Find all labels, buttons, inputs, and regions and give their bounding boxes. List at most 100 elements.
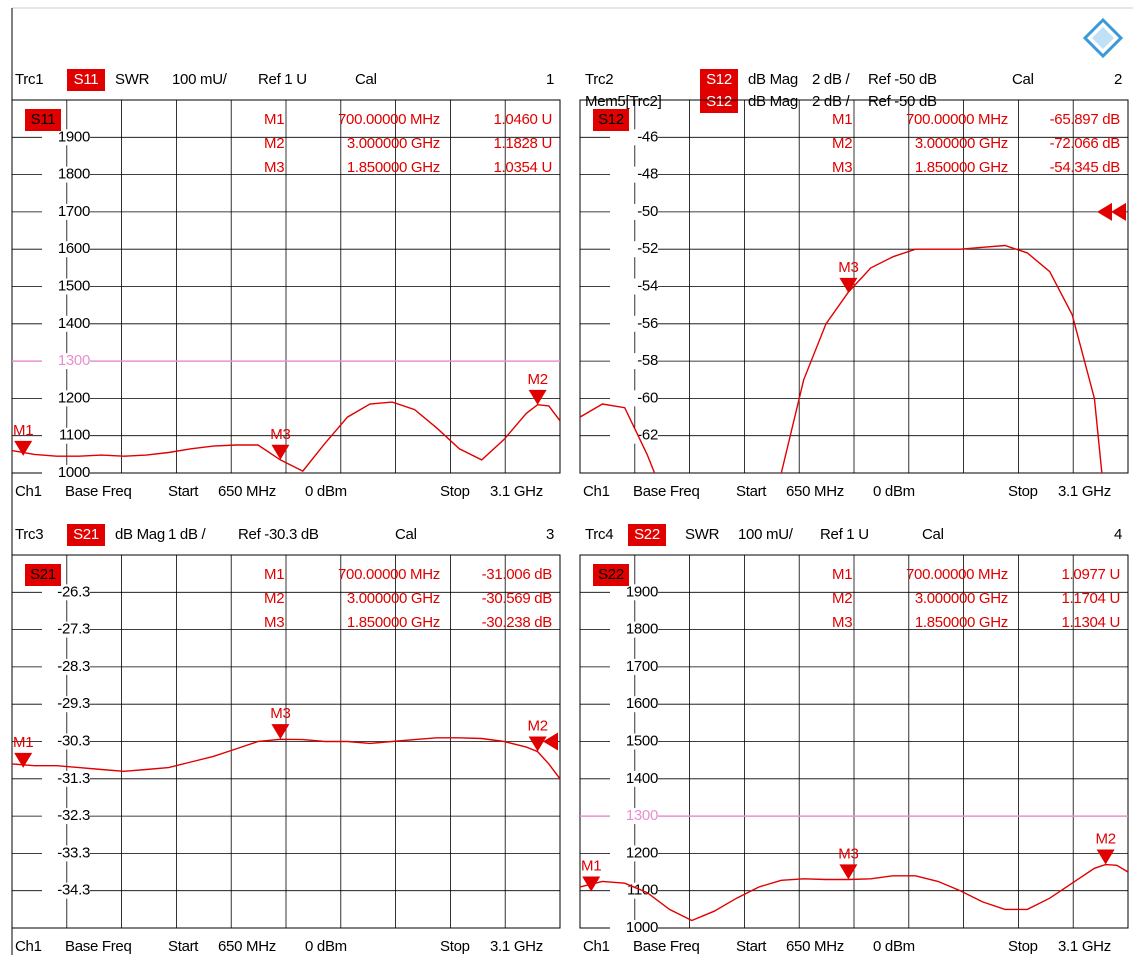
marker-table-value: 1.1828 U	[494, 135, 552, 152]
header-format: dB Mag	[115, 526, 165, 543]
header-number: 4	[1114, 526, 1122, 543]
tick-label-bg	[610, 315, 658, 332]
y-tick-label: 1300	[626, 807, 658, 824]
tick-label-bg	[610, 584, 658, 601]
y-tick-label: -32.3	[57, 807, 90, 824]
marker-table-value: -30.569 dB	[482, 590, 553, 607]
marker-label: M3	[270, 705, 290, 722]
footer-stop: 3.1 GHz	[490, 938, 543, 955]
footer-mode: Base Freq	[65, 938, 132, 955]
marker-table-name: M2	[832, 135, 852, 152]
y-tick-label: 1500	[626, 732, 658, 749]
y-tick-label: -34.3	[57, 882, 90, 899]
marker-label: M2	[528, 371, 548, 388]
footer-start: 650 MHz	[218, 938, 276, 955]
marker-table-x: 3.000000 GHz	[915, 135, 1008, 152]
y-tick-label: 1300	[58, 352, 90, 369]
y-tick-label: 1200	[626, 844, 658, 861]
marker-label: M3	[838, 845, 858, 862]
tick-label-bg	[42, 315, 90, 332]
tick-label-bg	[610, 770, 658, 787]
param-box	[67, 69, 105, 91]
y-tick-label: 1100	[59, 427, 90, 444]
y-tick-label: -60	[637, 389, 658, 406]
tick-label-bg	[42, 658, 90, 675]
tick-label-bg	[610, 733, 658, 750]
header-trace: Trc1	[15, 71, 43, 88]
y-tick-label: -58	[637, 352, 658, 369]
marker-table-value: 1.0460 U	[494, 111, 552, 128]
header-param: S12	[706, 71, 732, 88]
marker-table-name: M3	[264, 159, 284, 176]
trace-badge-label: S22	[598, 566, 624, 583]
footer-start: 650 MHz	[218, 483, 276, 500]
y-tick-label: 1800	[626, 621, 658, 638]
marker-table-x: 700.00000 MHz	[906, 111, 1008, 128]
tick-label-bg	[42, 241, 90, 258]
header-trace: Trc2	[585, 71, 613, 88]
marker-table-name: M1	[832, 111, 852, 128]
tick-label-bg	[42, 696, 90, 713]
memory-param-box	[700, 91, 738, 113]
marker-label: M3	[838, 259, 858, 276]
tick-label-bg	[42, 584, 90, 601]
marker-table-value: 1.1304 U	[1062, 614, 1120, 631]
tick-label-bg	[42, 621, 90, 638]
ref-arrow	[543, 732, 558, 751]
marker-triangle	[528, 736, 547, 752]
y-tick-label: 1000	[58, 464, 90, 481]
tick-label-bg	[42, 808, 90, 825]
y-tick-label: -31.3	[57, 770, 90, 787]
marker-table-name: M2	[264, 135, 284, 152]
footer-stop: 3.1 GHz	[1058, 938, 1111, 955]
header-scale: 100 mU/	[172, 71, 228, 88]
tick-label-bg	[42, 733, 90, 750]
tick-label-bg	[42, 353, 90, 370]
marker-table-x: 1.850000 GHz	[347, 159, 440, 176]
trace-badge	[25, 564, 61, 586]
marker-label: M1	[13, 734, 33, 751]
tick-label-bg	[42, 278, 90, 295]
marker-table-value: 1.1704 U	[1062, 590, 1120, 607]
marker: M3	[838, 845, 859, 880]
y-tick-label: -29.3	[57, 695, 90, 712]
header-cal: Cal	[395, 526, 417, 543]
marker: M2	[528, 718, 548, 752]
marker-table-name: M3	[832, 159, 852, 176]
footer-start_label: Start	[168, 483, 199, 500]
marker-triangle	[528, 389, 547, 405]
memory-param: S12	[706, 93, 732, 110]
header-param: S22	[634, 526, 660, 543]
tick-label-bg	[610, 696, 658, 713]
header-param: S11	[74, 71, 99, 88]
footer-power: 0 dBm	[873, 483, 915, 500]
tick-label-bg	[610, 882, 658, 899]
header-param: S21	[73, 526, 99, 543]
y-tick-label: 1900	[626, 583, 658, 600]
marker-table-x: 700.00000 MHz	[906, 566, 1008, 583]
marker-triangle	[839, 864, 858, 880]
y-tick-label: -52	[637, 240, 658, 257]
footer-channel: Ch1	[583, 483, 610, 500]
y-tick-label: 1800	[58, 166, 90, 183]
y-tick-label: -30.3	[57, 732, 90, 749]
trace-badge-label: S12	[598, 111, 624, 128]
tick-label-bg	[610, 658, 658, 675]
tick-label-bg	[610, 241, 658, 258]
marker-label: M2	[528, 718, 548, 735]
header-format: SWR	[115, 71, 150, 88]
marker-table-value: -72.066 dB	[1050, 135, 1121, 152]
marker-table-value: -65.897 dB	[1050, 111, 1121, 128]
marker-table-value: 1.0354 U	[494, 159, 552, 176]
y-tick-label: 1400	[626, 770, 658, 787]
y-tick-label: 1400	[58, 315, 90, 332]
marker: M3	[838, 259, 859, 293]
tick-label-bg	[42, 845, 90, 862]
header-ref: Ref 1 U	[258, 71, 307, 88]
y-tick-label: 1600	[58, 240, 90, 257]
marker-triangle	[14, 440, 33, 456]
marker-label: M3	[270, 426, 290, 443]
y-tick-label: -46	[637, 128, 658, 145]
header-format: SWR	[685, 526, 720, 543]
